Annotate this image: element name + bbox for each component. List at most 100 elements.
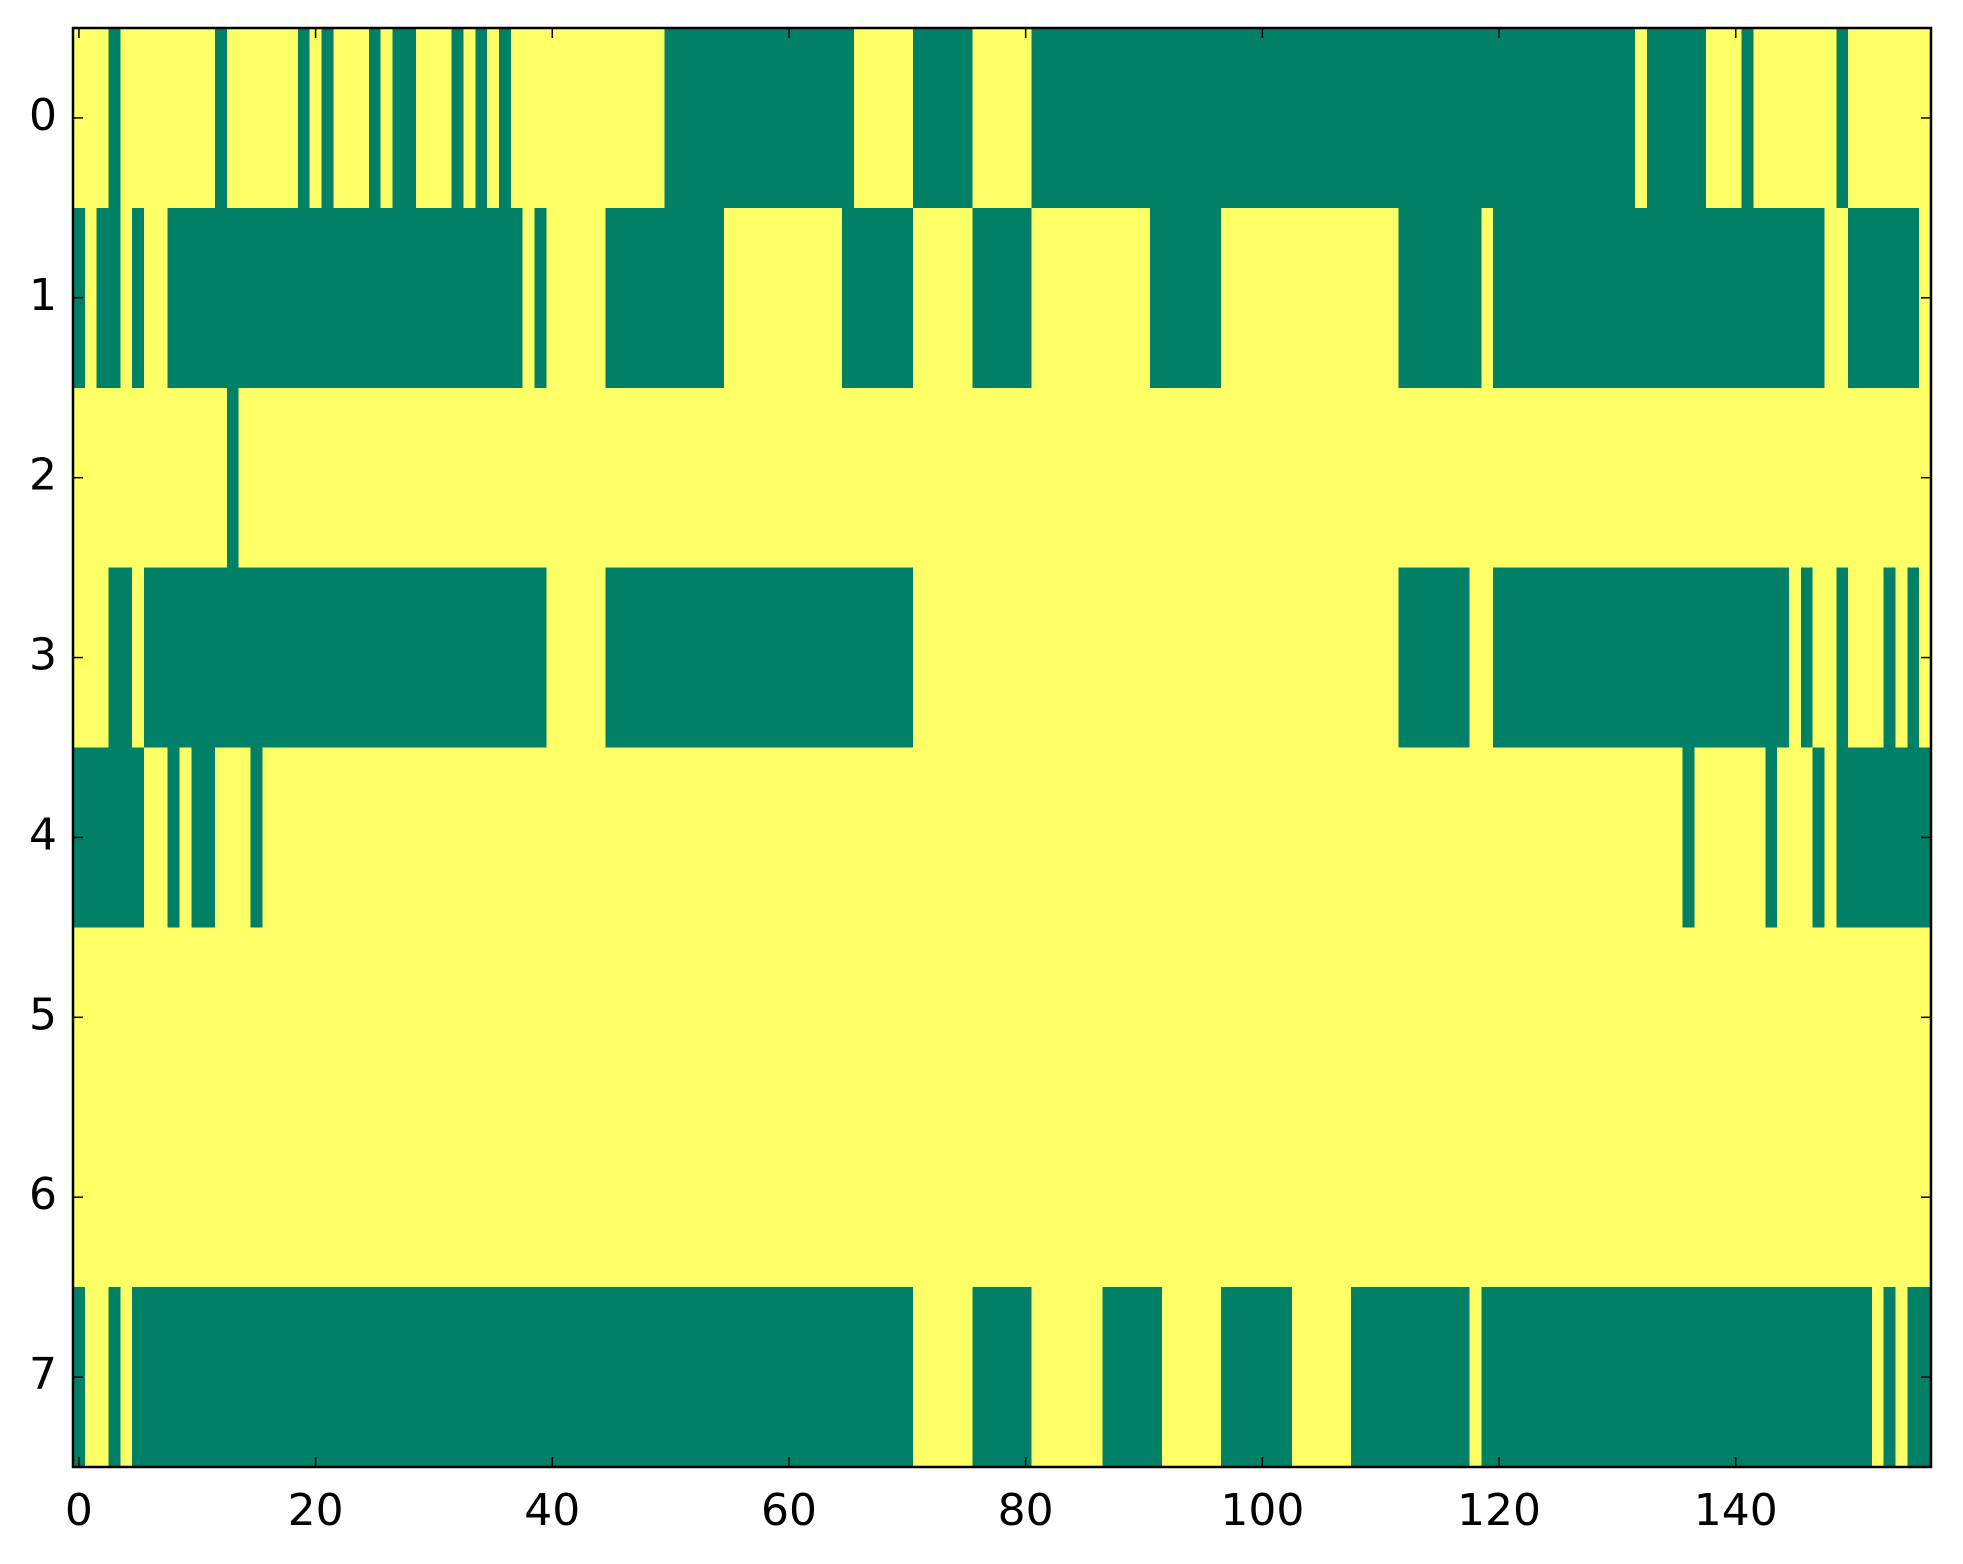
heatmap-cell — [877, 1107, 891, 1288]
heatmap-cell — [203, 1287, 216, 1468]
heatmap-cell — [1268, 28, 1281, 209]
heatmap-cell — [1339, 1107, 1352, 1288]
heatmap-cell — [203, 747, 216, 928]
heatmap-cell — [1670, 387, 1684, 569]
heatmap-cell — [1173, 927, 1187, 1108]
heatmap-cell — [1161, 927, 1175, 1108]
heatmap-cell — [1800, 747, 1814, 928]
heatmap-cell — [700, 1287, 713, 1468]
heatmap-cell — [120, 567, 133, 749]
heatmap-cell — [203, 567, 216, 749]
heatmap-cell — [972, 1107, 985, 1288]
heatmap-cell — [1410, 28, 1423, 209]
heatmap-cell — [499, 387, 512, 569]
heatmap-cell — [1895, 387, 1908, 569]
heatmap-cell — [1895, 1107, 1908, 1288]
heatmap-cell — [700, 28, 713, 209]
heatmap-cell — [132, 1287, 145, 1468]
heatmap-cell — [1244, 387, 1258, 569]
heatmap-cell — [1055, 207, 1068, 389]
heatmap-cell — [901, 387, 914, 569]
heatmap-cell — [1043, 927, 1056, 1108]
heatmap-cell — [1303, 28, 1317, 209]
heatmap-cell — [1078, 927, 1092, 1108]
heatmap-cell — [1138, 1287, 1151, 1468]
heatmap-cell — [1209, 1287, 1222, 1468]
heatmap-cell — [1232, 747, 1246, 928]
heatmap-cell — [1682, 28, 1695, 209]
heatmap-cell — [723, 387, 737, 569]
heatmap-cell — [1694, 1287, 1707, 1468]
heatmap-cell — [392, 1107, 405, 1288]
heatmap-cell — [676, 207, 689, 389]
heatmap-cell — [783, 567, 796, 749]
heatmap-cell — [499, 747, 512, 928]
heatmap-cell — [1670, 927, 1684, 1108]
heatmap-cell — [463, 747, 476, 928]
heatmap-cell — [179, 747, 192, 928]
heatmap-cell — [1493, 1107, 1506, 1288]
heatmap-cell — [463, 1107, 476, 1288]
heatmap-cell — [1493, 207, 1506, 389]
heatmap-cell — [1007, 207, 1021, 389]
heatmap-cell — [783, 747, 796, 928]
heatmap-cell — [1469, 28, 1482, 209]
heatmap-cell — [960, 747, 974, 928]
heatmap-cell — [451, 927, 465, 1108]
heatmap-cell — [723, 1287, 737, 1468]
heatmap-cell — [534, 28, 547, 209]
heatmap-cell — [1907, 1287, 1920, 1468]
heatmap-cell — [1682, 1287, 1695, 1468]
heatmap-cell — [735, 927, 749, 1108]
heatmap-cell — [1362, 1287, 1376, 1468]
heatmap-cell — [652, 567, 666, 749]
x-tick-label: 40 — [524, 1485, 580, 1536]
heatmap-cell — [404, 207, 417, 389]
heatmap-cell — [1741, 387, 1755, 569]
heatmap-cell — [238, 1107, 252, 1288]
heatmap-cell — [1362, 927, 1376, 1108]
heatmap-cell — [1232, 207, 1246, 389]
heatmap-cell — [593, 387, 607, 569]
heatmap-cell — [1635, 207, 1648, 389]
heatmap-cell — [1528, 567, 1542, 749]
heatmap-cell — [297, 207, 311, 389]
heatmap-cell — [972, 207, 985, 389]
heatmap-cell — [451, 1107, 465, 1288]
heatmap-cell — [1646, 747, 1660, 928]
heatmap-cell — [1280, 387, 1293, 569]
heatmap-cell — [1173, 567, 1187, 749]
heatmap-cell — [167, 207, 181, 389]
heatmap-cell — [984, 1287, 997, 1468]
heatmap-cell — [1351, 387, 1364, 569]
heatmap-cell — [1351, 567, 1364, 749]
heatmap-cell — [357, 567, 370, 749]
heatmap-cell — [972, 747, 985, 928]
heatmap-cell — [368, 1107, 382, 1288]
heatmap-cell — [1043, 747, 1056, 928]
heatmap-cell — [652, 28, 666, 209]
heatmap-cell — [1374, 387, 1388, 569]
heatmap-cell — [1646, 927, 1660, 1108]
heatmap-cell — [617, 387, 630, 569]
heatmap-cell — [1197, 567, 1210, 749]
heatmap-cell — [1765, 1107, 1778, 1288]
heatmap-cell — [1351, 207, 1364, 389]
heatmap-cell — [1812, 747, 1826, 928]
heatmap-cell — [1717, 207, 1731, 389]
heatmap-cell — [1031, 567, 1045, 749]
heatmap-cell — [1374, 28, 1388, 209]
heatmap-cell — [842, 387, 855, 569]
heatmap-cell — [1611, 207, 1624, 389]
heatmap-cell — [1800, 567, 1814, 749]
heatmap-cell — [771, 207, 784, 389]
heatmap-cell — [1540, 747, 1553, 928]
heatmap-cell — [1658, 1107, 1672, 1288]
heatmap-cell — [1540, 207, 1553, 389]
heatmap-cell — [1386, 1107, 1400, 1288]
heatmap-cell — [877, 387, 891, 569]
heatmap-cell — [463, 927, 476, 1108]
heatmap-cell — [475, 207, 488, 389]
heatmap-cell — [510, 387, 524, 569]
heatmap-cell — [1173, 747, 1187, 928]
